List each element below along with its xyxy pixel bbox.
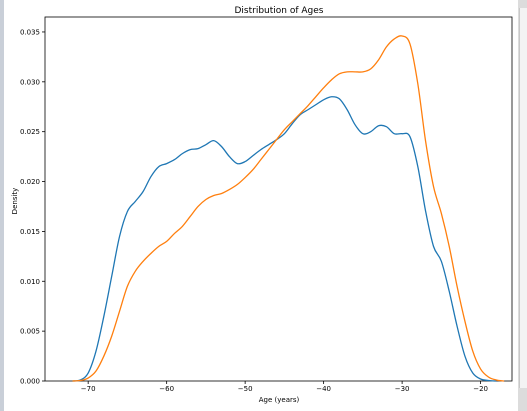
x-tick-label: −30 — [395, 385, 410, 393]
y-axis: 0.000 0.005 0.010 0.015 0.020 0.025 0.030 0.035 — [20, 28, 45, 386]
x-tick-label: −50 — [238, 385, 253, 393]
chart-title: Distribution of Ages — [235, 6, 324, 16]
series-line-1 — [72, 96, 497, 382]
x-axis: −70 −60 −50 −40 −30 −20 — [81, 381, 488, 393]
scrollbar[interactable] — [518, 0, 527, 411]
plot-frame — [44, 16, 513, 382]
plot-area: −70 −60 −50 −40 −30 −20 0.0000.0050.0100.0150… — [20, 16, 513, 393]
series-line-2 — [72, 35, 505, 382]
y-tick-label: 0.030 — [20, 78, 40, 86]
x-tick-label: −40 — [316, 385, 331, 393]
scrollbar-thumb[interactable] — [519, 8, 527, 388]
y-tick-label: 0.020 — [20, 178, 40, 186]
x-tick-label: −70 — [81, 385, 96, 393]
x-tick-label: −60 — [159, 385, 174, 393]
y-tick-label: 0.035 — [20, 28, 40, 36]
y-axis-label: Density — [11, 188, 19, 215]
y-tick-label: 0.010 — [20, 278, 40, 286]
y-tick-label: 0.015 — [20, 228, 40, 236]
x-axis-label: Age (years) — [259, 396, 300, 404]
y-tick-label: 0.000 — [20, 378, 40, 386]
x-tick-label: −20 — [473, 385, 488, 393]
y-tick-label: 0.005 — [20, 328, 40, 336]
series-layer — [72, 35, 505, 382]
window-left-edge — [0, 0, 4, 411]
y-tick-label: 0.025 — [20, 128, 40, 136]
